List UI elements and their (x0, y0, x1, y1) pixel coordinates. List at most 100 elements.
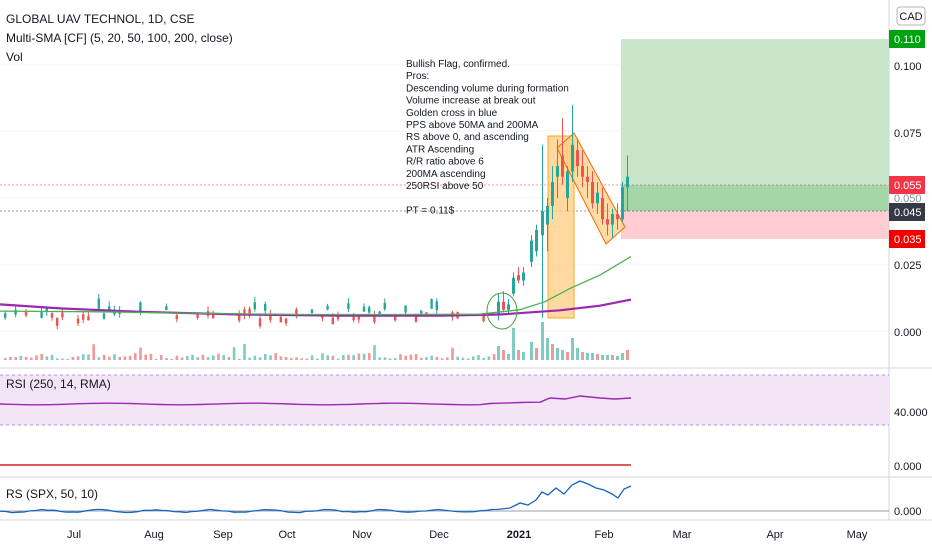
currency-button[interactable] (896, 6, 926, 26)
volume-bar (186, 356, 189, 360)
indicator-label: Multi-SMA [CF] (5, 20, 50, 100, 200, clo… (6, 31, 233, 45)
volume-bar (35, 355, 38, 360)
volume-bar (253, 355, 257, 360)
volume-bar (165, 357, 168, 360)
volume-bar (606, 355, 609, 360)
candle-body (264, 304, 267, 311)
volume-bar (108, 356, 111, 360)
volume-bar (331, 355, 335, 360)
candle-body (165, 306, 168, 311)
candle-body (611, 213, 614, 225)
candle-body (357, 315, 360, 320)
volume-bar (621, 353, 624, 360)
candle-body (40, 311, 43, 318)
volume-bar (102, 354, 106, 360)
volume-bar (336, 358, 340, 360)
volume-bar (269, 355, 272, 360)
candle-body (76, 318, 80, 324)
volume-bar (517, 350, 520, 360)
volume-bar (248, 357, 251, 360)
rs-tick: 0.000 (894, 506, 922, 518)
candle-body (535, 229, 538, 252)
volume-bar (477, 355, 480, 360)
candle-body (97, 298, 100, 309)
volume-bar (264, 353, 267, 360)
candle-body (295, 309, 298, 316)
volume-bar (128, 355, 132, 360)
currency-label: CAD (899, 11, 922, 23)
candle-body (238, 315, 241, 321)
candle-body (82, 314, 85, 320)
target-price-badge (889, 30, 925, 48)
volume-bar (487, 356, 491, 360)
volume-bar (399, 354, 402, 360)
candle-body (102, 313, 106, 319)
candle-body (591, 182, 594, 204)
volume-bar (451, 347, 454, 360)
candle-body (414, 316, 418, 322)
volume-bar (541, 322, 544, 360)
volume-bar (378, 357, 381, 360)
volume-bar (456, 356, 459, 360)
candle-body (581, 166, 584, 177)
candle-body (621, 187, 624, 220)
volume-bar (482, 357, 485, 360)
volume-bar (227, 356, 231, 360)
candle-body (352, 316, 355, 321)
candle-body (175, 315, 178, 320)
annotation-line: Bullish Flag, confirmed. (406, 59, 510, 70)
candle-body (45, 306, 48, 312)
volume-bar (170, 358, 173, 360)
volume-bar (144, 354, 147, 360)
volume-bar (30, 357, 33, 360)
candle-body (435, 301, 438, 311)
volume-bar (76, 356, 80, 360)
volume-bar (591, 353, 594, 360)
volume-bar (596, 354, 599, 360)
volume-bar (556, 348, 559, 360)
candle-body (253, 302, 256, 310)
candle-body (373, 314, 376, 322)
time-tick: Sep (213, 529, 233, 541)
stop-zone (621, 211, 889, 239)
time-tick: Feb (595, 529, 614, 541)
annotation-note: Bullish Flag, confirmed.Pros:Descending … (406, 59, 569, 216)
price-tick: 0.075 (894, 128, 922, 140)
volume-bar (279, 356, 283, 360)
volume-bar (295, 357, 298, 360)
volume-bar (45, 356, 49, 360)
volume-bar (316, 358, 319, 360)
volume-bar (160, 355, 163, 360)
annotation-line: Descending volume during formation (406, 83, 569, 94)
candle-body (336, 315, 340, 320)
volume-bar (321, 353, 324, 360)
volume-bar (97, 357, 101, 360)
time-tick: Dec (429, 529, 449, 541)
candle-body (310, 309, 314, 313)
candle-body (616, 213, 619, 220)
volume-bar (611, 355, 614, 360)
candle-body (497, 301, 500, 316)
volume-bar (4, 358, 7, 360)
volume-bar (571, 338, 574, 360)
time-tick: May (847, 529, 868, 541)
volume-bar (154, 358, 158, 360)
candle-body (248, 308, 251, 317)
volume-bar (347, 354, 350, 360)
time-tick: Jul (67, 529, 81, 541)
candle-body (601, 198, 604, 220)
time-tick: Mar (673, 529, 692, 541)
candle-body (586, 176, 589, 183)
volume-bar (222, 354, 225, 360)
volume-label: Vol (6, 50, 23, 64)
price-tick: 0.100 (894, 61, 922, 73)
candle-body (4, 313, 7, 318)
volume-bar (616, 356, 619, 360)
volume-bar (123, 356, 127, 360)
candle-body (196, 314, 199, 318)
rsi-tick: 40.000 (894, 407, 928, 419)
rsi-line (0, 395, 632, 406)
volume-bar (14, 357, 17, 360)
annotation-line: Golden cross in blue (406, 108, 498, 119)
